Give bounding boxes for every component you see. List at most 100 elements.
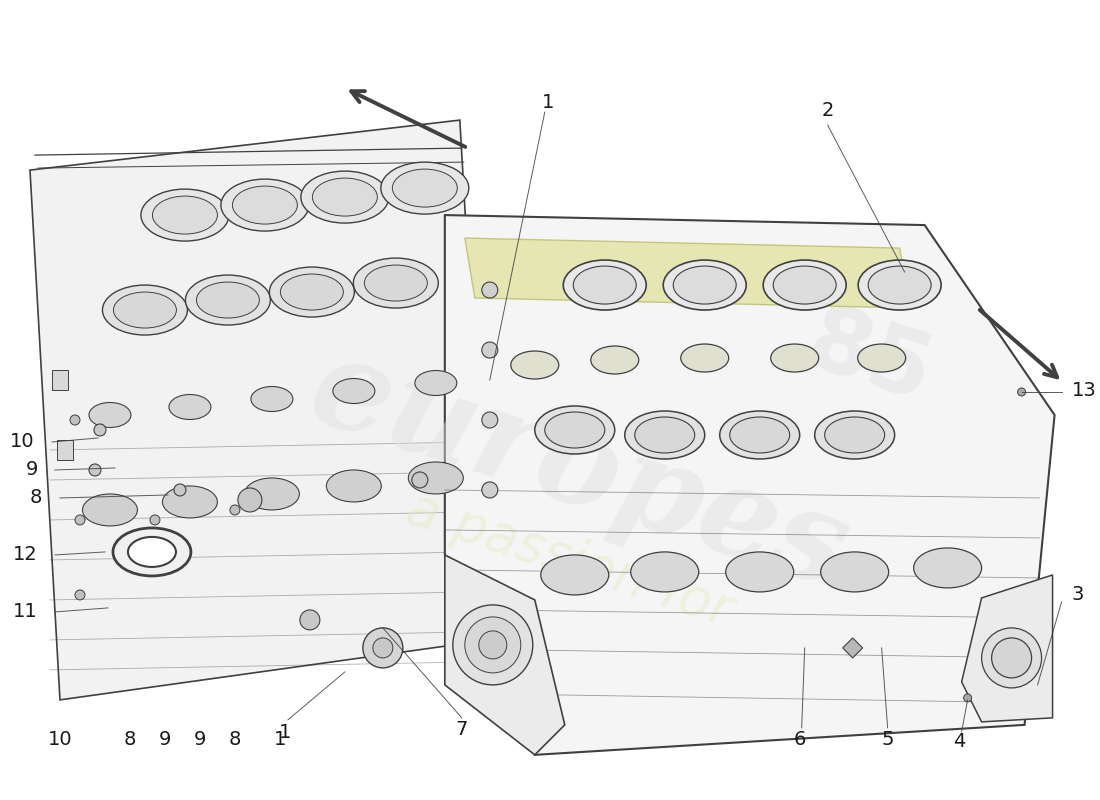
Ellipse shape [541, 555, 608, 595]
Ellipse shape [232, 186, 297, 224]
Ellipse shape [825, 417, 884, 453]
Circle shape [174, 484, 186, 496]
Circle shape [482, 482, 498, 498]
Ellipse shape [251, 386, 293, 411]
Circle shape [238, 488, 262, 512]
Ellipse shape [415, 370, 456, 395]
Circle shape [373, 638, 393, 658]
Ellipse shape [141, 189, 229, 241]
Ellipse shape [858, 344, 905, 372]
Text: 85: 85 [796, 298, 943, 422]
Text: a passion for: a passion for [400, 482, 739, 637]
Ellipse shape [663, 260, 746, 310]
Polygon shape [843, 638, 862, 658]
Text: 1: 1 [541, 93, 554, 112]
Ellipse shape [573, 266, 636, 304]
Bar [57, 440, 73, 460]
Circle shape [150, 515, 160, 525]
Circle shape [465, 617, 520, 673]
Ellipse shape [113, 292, 176, 328]
Ellipse shape [89, 402, 131, 427]
Circle shape [363, 628, 403, 668]
Ellipse shape [625, 411, 705, 459]
Ellipse shape [544, 412, 605, 448]
Ellipse shape [535, 406, 615, 454]
Text: 10: 10 [10, 433, 35, 451]
Ellipse shape [591, 346, 639, 374]
Text: 10: 10 [47, 730, 73, 750]
Ellipse shape [153, 196, 218, 234]
Text: 6: 6 [793, 730, 806, 750]
Text: 11: 11 [13, 602, 39, 622]
Text: 8: 8 [124, 730, 136, 750]
Polygon shape [444, 215, 1055, 755]
Circle shape [89, 464, 101, 476]
Circle shape [75, 590, 85, 600]
Text: 9: 9 [25, 461, 39, 479]
Polygon shape [444, 555, 564, 755]
Ellipse shape [821, 552, 889, 592]
Ellipse shape [128, 537, 176, 567]
Circle shape [482, 412, 498, 428]
Text: 1: 1 [278, 723, 292, 742]
Text: 9: 9 [158, 730, 172, 750]
Ellipse shape [729, 417, 790, 453]
Text: 8: 8 [229, 730, 241, 750]
Polygon shape [465, 238, 912, 308]
Circle shape [230, 505, 240, 515]
Circle shape [411, 472, 428, 488]
Circle shape [94, 424, 106, 436]
Ellipse shape [858, 260, 942, 310]
Ellipse shape [221, 179, 309, 231]
Circle shape [478, 631, 507, 659]
Circle shape [981, 628, 1042, 688]
Text: 12: 12 [13, 546, 39, 565]
Ellipse shape [630, 552, 698, 592]
Ellipse shape [771, 344, 818, 372]
Ellipse shape [381, 162, 469, 214]
Ellipse shape [353, 258, 438, 308]
Text: 8: 8 [30, 489, 42, 507]
Ellipse shape [635, 417, 695, 453]
Ellipse shape [163, 486, 218, 518]
Ellipse shape [244, 478, 299, 510]
Circle shape [75, 515, 85, 525]
Text: 7: 7 [455, 720, 468, 739]
Circle shape [1018, 388, 1025, 396]
Ellipse shape [773, 266, 836, 304]
Circle shape [453, 605, 532, 685]
Ellipse shape [726, 552, 794, 592]
Ellipse shape [719, 411, 800, 459]
Ellipse shape [681, 344, 728, 372]
Polygon shape [961, 575, 1053, 722]
Ellipse shape [673, 266, 736, 304]
Circle shape [482, 342, 498, 358]
Ellipse shape [312, 178, 377, 216]
Ellipse shape [408, 462, 463, 494]
Ellipse shape [327, 470, 382, 502]
Ellipse shape [914, 548, 981, 588]
Text: 9: 9 [194, 730, 206, 750]
Ellipse shape [301, 171, 388, 223]
Text: 3: 3 [1071, 586, 1083, 605]
Text: 13: 13 [1071, 381, 1097, 399]
Circle shape [70, 415, 80, 425]
Text: 1: 1 [274, 730, 286, 750]
Ellipse shape [333, 378, 375, 403]
Ellipse shape [815, 411, 894, 459]
Polygon shape [30, 120, 489, 700]
Text: 5: 5 [881, 730, 894, 750]
Ellipse shape [280, 274, 343, 310]
Circle shape [482, 282, 498, 298]
Ellipse shape [102, 285, 187, 335]
Ellipse shape [364, 265, 427, 301]
Ellipse shape [763, 260, 846, 310]
Ellipse shape [186, 275, 271, 325]
Text: 4: 4 [954, 732, 966, 751]
Ellipse shape [563, 260, 646, 310]
Ellipse shape [113, 528, 191, 576]
Ellipse shape [868, 266, 931, 304]
Ellipse shape [169, 394, 211, 419]
Ellipse shape [270, 267, 354, 317]
Text: europes: europes [296, 326, 864, 614]
